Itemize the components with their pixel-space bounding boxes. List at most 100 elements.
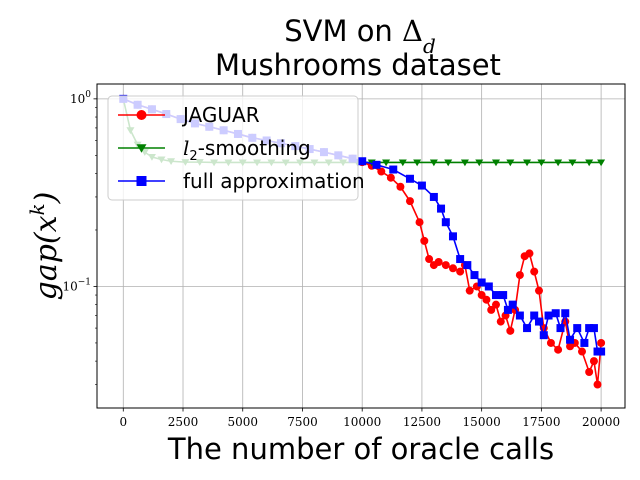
series-point: [554, 345, 563, 354]
x-tick-label: 15000: [463, 415, 501, 429]
legend: JAGUAR l2-smoothing full approximation: [107, 95, 365, 201]
series-point: [523, 159, 532, 167]
legend-marker: [136, 144, 147, 153]
series-point: [389, 165, 398, 174]
chart-title: SVM on Δd: [284, 14, 436, 58]
series-point: [482, 295, 491, 304]
series-point: [396, 182, 405, 191]
series-point: [398, 159, 407, 167]
y-tick-label: 10−1: [62, 277, 91, 293]
series-point: [585, 159, 594, 167]
x-tick-label: 7500: [287, 415, 318, 429]
series-point: [585, 368, 594, 377]
series-point: [515, 271, 524, 280]
series-point: [484, 282, 493, 291]
series-point: [577, 347, 586, 356]
series-point: [506, 326, 515, 335]
series-point: [420, 236, 429, 245]
series-point: [463, 261, 472, 270]
series-point: [585, 324, 594, 333]
series-point: [589, 324, 598, 333]
legend-entry-1: JAGUAR: [118, 103, 260, 127]
series-point: [415, 218, 424, 227]
x-tick-label: 2500: [168, 415, 199, 429]
series-point: [413, 159, 422, 167]
series-point: [561, 309, 570, 318]
legend-entry-2: l2-smoothing: [118, 136, 311, 164]
series-point: [358, 157, 367, 166]
series-point: [508, 300, 517, 309]
series-point: [597, 159, 606, 167]
title-delta-symbol: Δ: [402, 14, 423, 48]
series-point: [597, 347, 606, 356]
series-point: [523, 324, 532, 333]
series-point: [491, 159, 500, 167]
series-point: [448, 264, 457, 273]
x-axis-label: The number of oracle calls: [167, 432, 554, 466]
series-point: [437, 204, 446, 213]
plot-frame: [96, 83, 626, 409]
legend-entry-3: full approximation: [118, 169, 365, 193]
series-point: [470, 271, 479, 280]
series-point: [534, 317, 543, 326]
series-point: [551, 309, 560, 318]
x-axis: 0 2500 5000 7500 10000 12500 15000 17500 20000: [119, 408, 620, 429]
y-axis-label-superscript: k: [25, 203, 49, 215]
x-tick-label: 12500: [403, 415, 441, 429]
series-point: [539, 331, 548, 340]
series-point: [441, 218, 450, 227]
legend-marker: [136, 176, 147, 186]
series-point: [593, 380, 602, 389]
series-point: [534, 286, 543, 295]
series-point: [566, 335, 575, 344]
series-point: [506, 159, 515, 167]
series-point: [496, 317, 505, 326]
title-subscript: d: [423, 34, 436, 58]
series-point: [537, 159, 546, 167]
series-point: [386, 173, 395, 182]
series-point: [441, 261, 450, 270]
legend-box: [107, 95, 359, 201]
series-point: [477, 278, 486, 287]
series-point: [429, 192, 438, 201]
series-point: [580, 338, 589, 347]
series-point: [434, 258, 443, 267]
series-point: [405, 174, 414, 183]
grid: [97, 84, 625, 408]
series-point: [372, 160, 381, 169]
series-point: [475, 159, 484, 167]
series-point: [456, 267, 465, 276]
series-point: [448, 232, 457, 241]
series-point: [546, 338, 555, 347]
series-point: [491, 291, 500, 300]
series-point: [444, 159, 453, 167]
series-point: [597, 338, 606, 347]
series-point: [382, 159, 391, 167]
y-tick-label: 100: [70, 90, 91, 106]
legend-label: full approximation: [183, 169, 365, 193]
series-point: [589, 357, 598, 366]
x-tick-label: 20000: [582, 415, 620, 429]
series-point: [525, 249, 534, 258]
series-point: [487, 305, 496, 314]
series-point: [405, 197, 414, 206]
series-point: [503, 305, 512, 314]
series-point: [465, 286, 474, 295]
series-point: [417, 181, 426, 190]
y-axis-label: gap(xk): [25, 192, 64, 301]
series-point: [377, 167, 386, 176]
series-point: [530, 267, 539, 276]
series-point: [456, 255, 465, 264]
series-point: [425, 255, 434, 264]
series-point: [460, 159, 469, 167]
legend-label: l2-smoothing: [183, 136, 311, 164]
x-tick-label: 5000: [227, 415, 258, 429]
series-point: [515, 311, 524, 320]
series-point: [530, 311, 539, 320]
x-tick-label: 17500: [522, 415, 560, 429]
series-point: [573, 324, 582, 333]
legend-label: JAGUAR: [181, 103, 260, 127]
x-tick-label: 10000: [343, 415, 381, 429]
series-point: [491, 300, 500, 309]
